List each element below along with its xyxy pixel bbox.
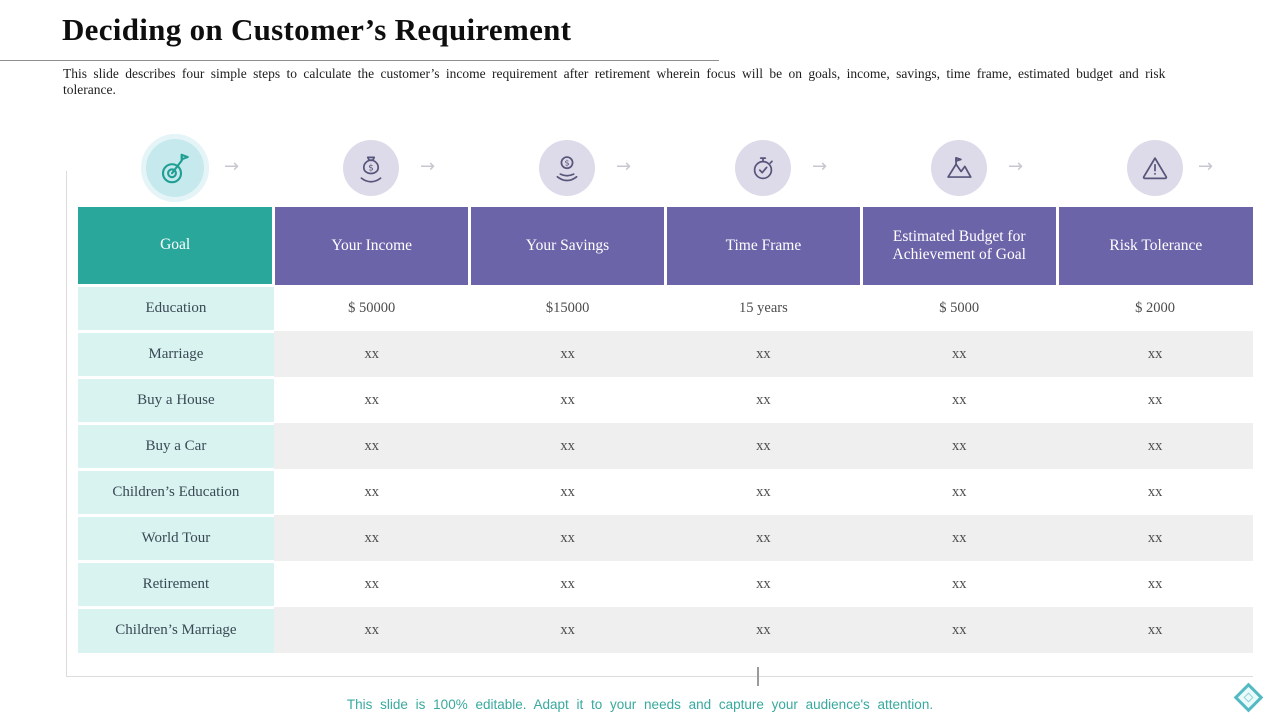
value-cell: xx	[560, 483, 575, 500]
right-arrow-icon	[1198, 156, 1213, 177]
value-cell: xx	[560, 575, 575, 592]
money-bag-hand-icon: $	[343, 140, 399, 196]
value-cell: xx	[951, 483, 967, 500]
column-header-timeframe: Time Frame	[663, 207, 862, 285]
value-cell: 15 years	[739, 299, 788, 316]
goal-cell: Children’s Marriage	[78, 605, 274, 653]
dollar-coin-hand-icon: $	[539, 140, 595, 196]
value-cell: xx	[951, 391, 967, 408]
value-cell: xx	[665, 515, 862, 561]
value-cell: xx	[364, 483, 379, 500]
value-cell: xx	[756, 391, 771, 408]
table-row: Buy a Car xx xx xx xx xx	[78, 421, 1253, 469]
value-cell: xx	[665, 331, 862, 377]
value-cell: xx	[1057, 515, 1253, 561]
editable-note: This slide is 100% editable. Adapt it to…	[346, 697, 934, 712]
table-row: Retirement xx xx xx xx xx	[78, 559, 1253, 607]
goal-cell: Retirement	[78, 559, 274, 607]
mountain-flag-icon	[931, 140, 987, 196]
header-row: Goal Your Income Your Savings Time Frame…	[78, 207, 1253, 285]
frame-bottom-line	[66, 676, 1253, 677]
value-cell: xx	[1057, 423, 1253, 469]
value-cell: $ 5000	[939, 299, 980, 316]
table-row: Education $ 50000 $15000 15 years $ 5000 $ 20…	[78, 283, 1253, 331]
value-cell: xx	[364, 575, 379, 592]
value-cell: $15000	[545, 299, 590, 316]
goal-cell: Children’s Education	[78, 467, 274, 515]
slide-description: This slide describes four simple steps t…	[63, 66, 1166, 97]
value-cell: xx	[756, 483, 771, 500]
table-row: Children’s Marriage xx xx xx xx xx	[78, 605, 1253, 653]
value-cell: xx	[861, 607, 1058, 653]
right-arrow-icon	[812, 156, 827, 177]
value-cell: xx	[665, 607, 862, 653]
table-row: Buy a House xx xx xx xx xx	[78, 375, 1253, 423]
svg-text:$: $	[564, 158, 569, 167]
table-row: Marriage xx xx xx xx xx	[78, 329, 1253, 377]
value-cell: xx	[273, 423, 470, 469]
value-cell: xx	[861, 423, 1058, 469]
value-cell: $ 2000	[1135, 299, 1175, 316]
column-header-income: Your Income	[272, 207, 470, 285]
column-header-goal: Goal	[78, 207, 274, 285]
value-cell: xx	[665, 423, 862, 469]
goal-cell: Education	[78, 283, 274, 331]
value-cell: xx	[560, 391, 575, 408]
value-cell: xx	[469, 607, 666, 653]
table-body: Education $ 50000 $15000 15 years $ 5000 $ 20…	[78, 283, 1253, 653]
table-row: World Tour xx xx xx xx xx	[78, 513, 1253, 561]
value-cell: xx	[469, 423, 666, 469]
value-cell: xx	[1057, 607, 1253, 653]
warning-triangle-icon	[1127, 140, 1183, 196]
goal-cell: Buy a Car	[78, 421, 274, 469]
goal-target-icon	[141, 134, 209, 202]
value-cell: xx	[861, 515, 1058, 561]
value-cell: xx	[1147, 575, 1163, 592]
value-cell: xx	[1147, 483, 1163, 500]
value-cell: xx	[364, 391, 379, 408]
goal-cell: Buy a House	[78, 375, 274, 423]
value-cell: xx	[756, 575, 771, 592]
right-arrow-icon	[224, 156, 239, 177]
value-cell: xx	[273, 515, 470, 561]
right-arrow-icon	[1008, 156, 1023, 177]
page-title: Deciding on Customer’s Requirement	[62, 12, 572, 47]
column-header-budget: Estimated Budget for Achievement of Goal	[859, 207, 1058, 285]
value-cell: $ 50000	[348, 299, 396, 316]
column-header-risk: Risk Tolerance	[1055, 207, 1253, 285]
svg-text:$: $	[368, 163, 374, 173]
goal-cell: Marriage	[78, 329, 274, 377]
right-arrow-icon	[420, 156, 435, 177]
value-cell: xx	[861, 331, 1058, 377]
value-cell: xx	[1147, 391, 1163, 408]
right-arrow-icon	[616, 156, 631, 177]
frame-left-line	[66, 171, 67, 677]
goal-cell: World Tour	[78, 513, 274, 561]
stopwatch-icon	[735, 140, 791, 196]
value-cell: xx	[469, 515, 666, 561]
title-divider	[0, 60, 719, 61]
value-cell: xx	[1057, 331, 1253, 377]
value-cell: xx	[951, 575, 967, 592]
value-cell: xx	[469, 331, 666, 377]
value-cell: xx	[273, 607, 470, 653]
frame-slider-tick	[757, 667, 759, 686]
column-header-savings: Your Savings	[468, 207, 666, 285]
requirements-table: Goal Your Income Your Savings Time Frame…	[78, 207, 1253, 653]
value-cell: xx	[273, 331, 470, 377]
table-row: Children’s Education xx xx xx xx xx	[78, 467, 1253, 515]
